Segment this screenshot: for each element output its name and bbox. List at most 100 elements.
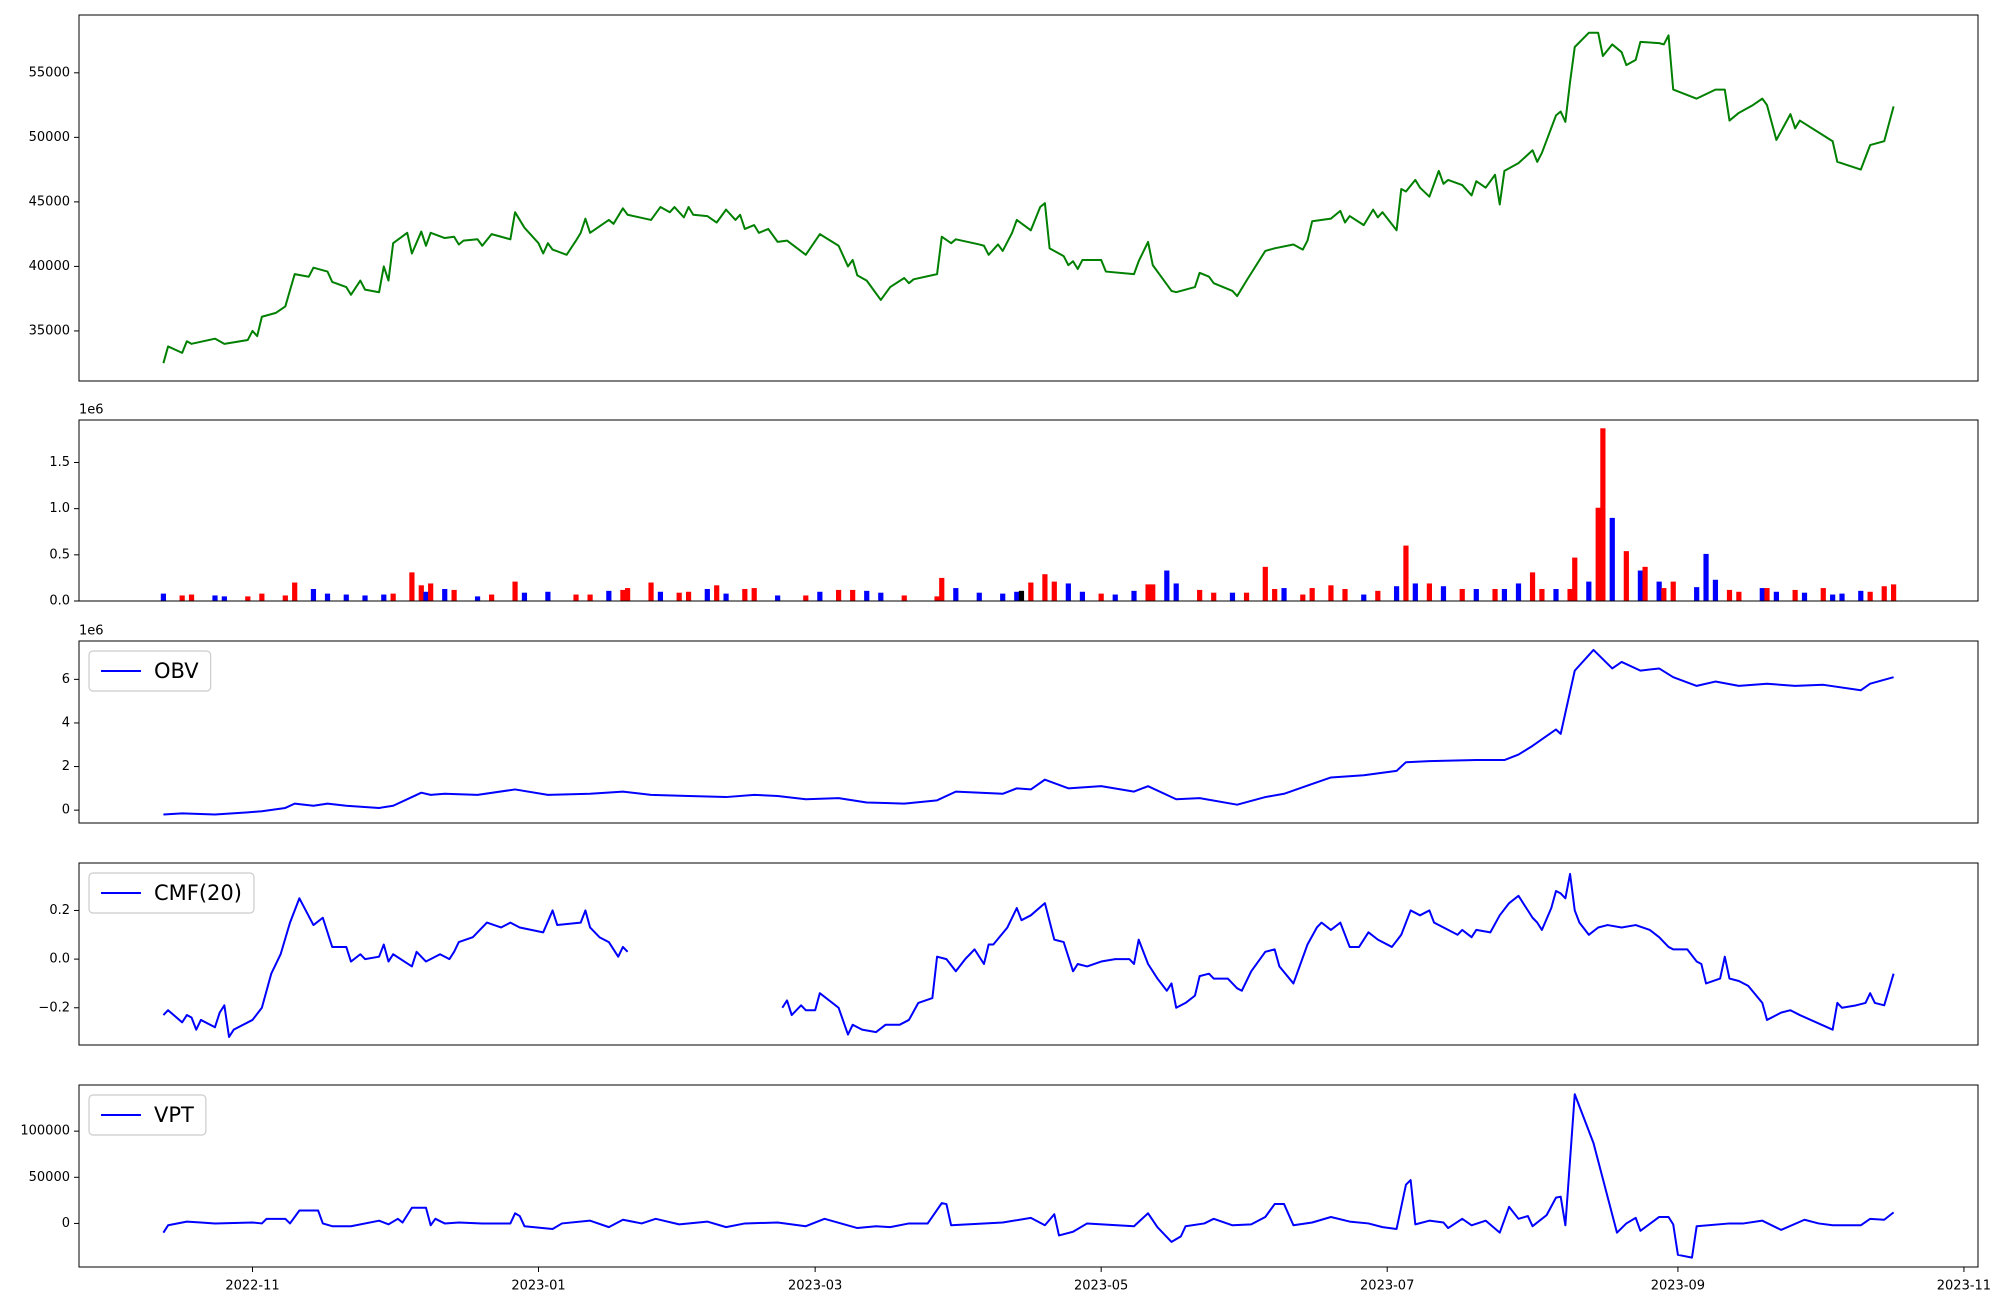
panel: 0 2 4 6 1e6 OBV <box>62 624 1979 824</box>
bar <box>1839 593 1845 601</box>
bar <box>1703 553 1709 601</box>
y-tick-label: 55000 <box>29 65 70 80</box>
axes-frame <box>78 1084 1979 1268</box>
legend: CMF(20) <box>88 872 255 914</box>
bar <box>1501 588 1508 601</box>
bar <box>1281 588 1287 601</box>
bar <box>259 593 265 601</box>
bar <box>751 588 757 601</box>
bar <box>1764 588 1770 601</box>
bar <box>1726 589 1733 601</box>
bar <box>1403 545 1409 601</box>
y-tick-label: −0.2 <box>38 1000 70 1015</box>
bar <box>1656 581 1662 601</box>
panel: 0 50000 100000 2022-11 2023-01 2023-03 2023-05… <box>20 1084 1991 1294</box>
bar <box>521 592 528 601</box>
bar <box>1553 588 1559 601</box>
legend-label: CMF(20) <box>154 881 242 905</box>
bar <box>1515 583 1522 601</box>
bar <box>324 593 331 601</box>
bar <box>1712 579 1719 601</box>
bar <box>976 592 982 601</box>
bar <box>1098 593 1104 601</box>
bar <box>775 595 781 601</box>
y-tick-label: 45000 <box>29 194 70 209</box>
bar <box>310 588 317 601</box>
y-tick-label: 100000 <box>20 1124 70 1139</box>
bar <box>418 585 424 601</box>
bar <box>953 588 959 601</box>
bar <box>1243 592 1250 601</box>
bar <box>1000 593 1006 601</box>
bar <box>657 591 664 601</box>
legend-box <box>88 1094 207 1136</box>
bar <box>1792 589 1798 601</box>
bar <box>1623 551 1629 601</box>
legend: VPT <box>88 1094 207 1136</box>
bar <box>1131 590 1137 601</box>
bar <box>545 591 551 601</box>
axes-frame <box>78 419 1979 602</box>
bar <box>1661 588 1667 601</box>
axes-frame <box>78 14 1979 382</box>
bar <box>1820 588 1826 601</box>
bar <box>474 596 481 601</box>
bar <box>1642 566 1648 601</box>
legend-box <box>88 872 255 914</box>
bar <box>1393 586 1400 601</box>
bar <box>1028 582 1034 601</box>
y-tick-label: 40000 <box>29 259 70 274</box>
bar <box>1328 585 1334 601</box>
plot-area <box>162 1093 1895 1259</box>
bar <box>817 591 823 601</box>
bar <box>1197 589 1203 601</box>
line <box>162 31 1895 364</box>
legend-label: OBV <box>154 659 199 683</box>
bar <box>212 595 218 601</box>
x-tick-label: 2023-09 <box>1651 1279 1705 1294</box>
bar <box>1572 557 1578 601</box>
legend-box <box>88 650 212 692</box>
bar <box>179 595 185 601</box>
bar <box>1309 588 1315 601</box>
y-tick-label: 1.5 <box>49 455 70 470</box>
bar <box>648 582 654 601</box>
bar <box>864 590 870 601</box>
x-tick-label: 2023-11 <box>1937 1279 1991 1294</box>
plot-area <box>160 428 1897 601</box>
bar <box>1459 588 1465 601</box>
bar <box>1112 594 1118 601</box>
x-tick-label: 2022-11 <box>225 1279 279 1294</box>
bar <box>1858 590 1864 601</box>
offset-text: 1e6 <box>79 403 104 418</box>
bar <box>390 593 396 601</box>
bar <box>606 590 612 601</box>
bar <box>1609 517 1615 601</box>
y-tick-label: 0.2 <box>49 903 70 918</box>
bar <box>282 595 288 601</box>
bar <box>714 585 720 601</box>
bar <box>1014 591 1020 601</box>
bar <box>1867 591 1873 601</box>
line <box>162 872 1895 1038</box>
bar <box>1229 592 1236 601</box>
bar <box>1065 583 1071 601</box>
bar <box>1018 590 1025 601</box>
bar <box>1145 584 1151 601</box>
axes-frame <box>78 862 1979 1046</box>
bar <box>878 592 884 601</box>
bar <box>1539 588 1545 601</box>
y-tick-label: 4 <box>62 715 70 730</box>
bar <box>381 594 387 601</box>
axes-frame <box>78 640 1979 824</box>
bar <box>1891 584 1897 601</box>
bar <box>1473 588 1479 601</box>
x-tick-label: 2023-01 <box>511 1279 565 1294</box>
bar <box>1262 566 1268 601</box>
bar <box>1173 583 1179 601</box>
line <box>162 1093 1895 1259</box>
bar <box>409 572 415 601</box>
bar <box>1881 586 1887 601</box>
y-tick-label: 0 <box>62 1216 70 1231</box>
